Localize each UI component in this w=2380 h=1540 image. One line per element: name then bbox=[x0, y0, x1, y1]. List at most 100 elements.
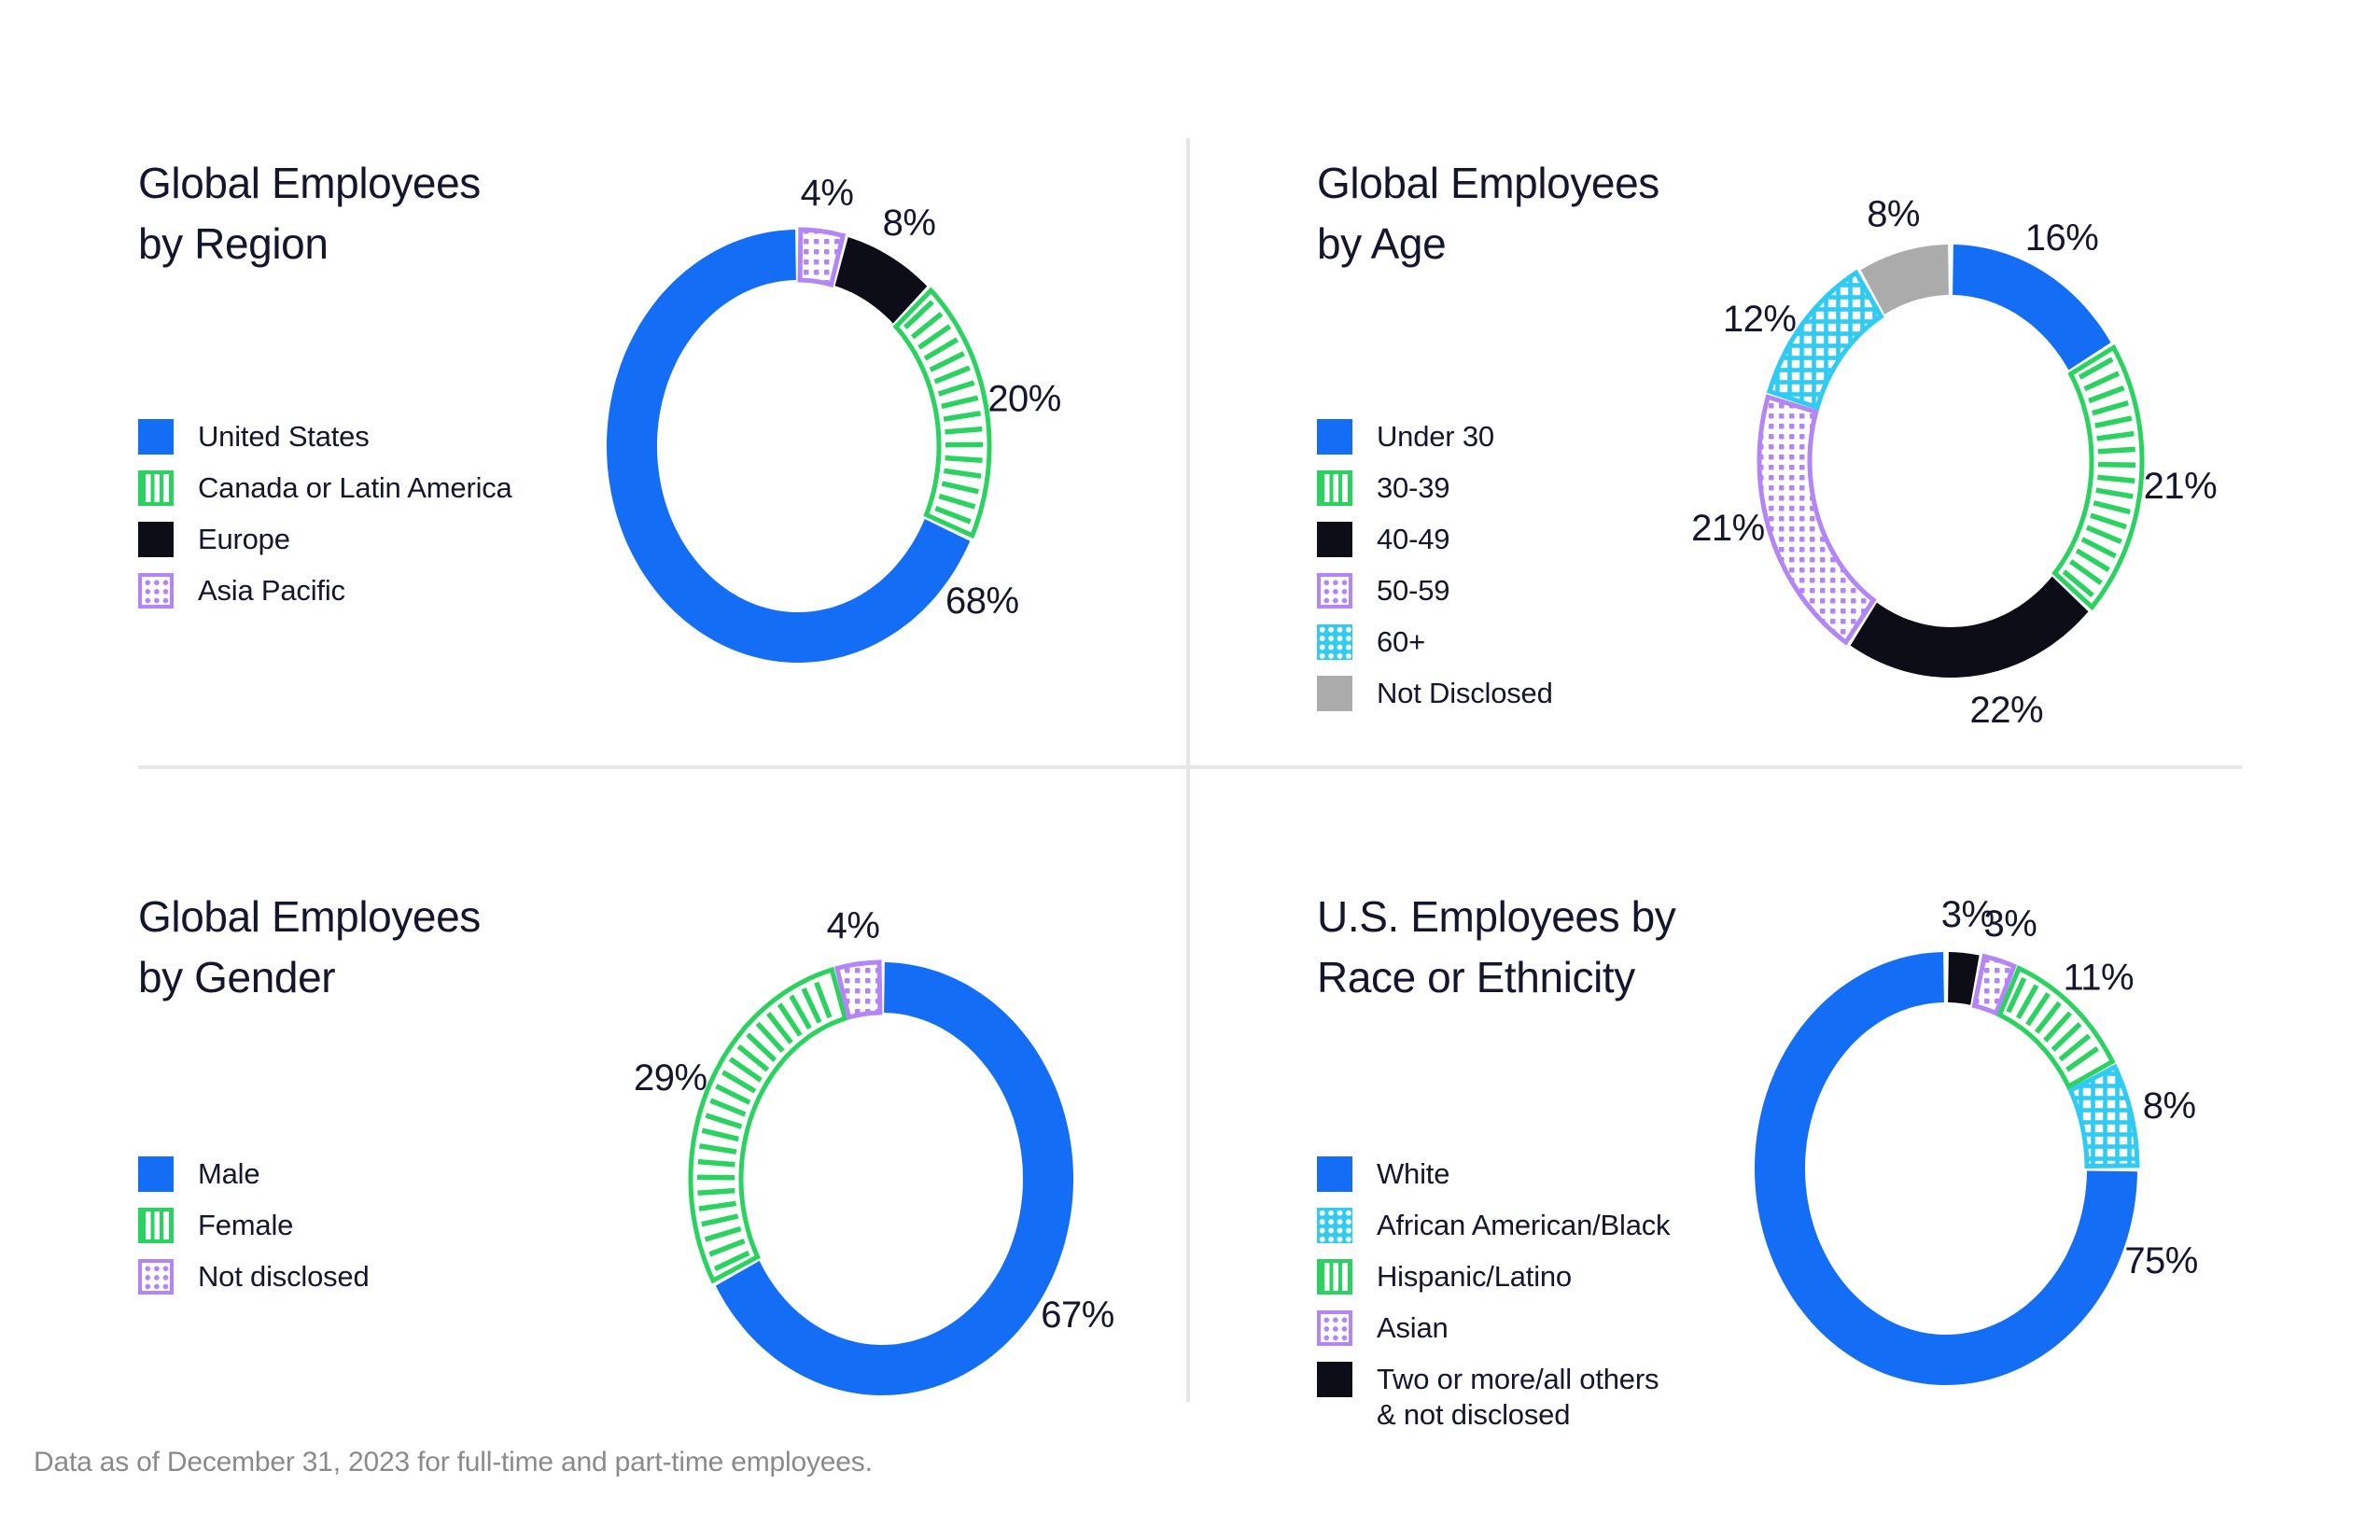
stripe-pattern-line bbox=[2090, 512, 2127, 530]
vertical-divider bbox=[1186, 138, 1190, 1402]
purple-dots-swatch-icon bbox=[138, 573, 174, 609]
stripe-pattern-line bbox=[777, 1002, 803, 1037]
purple-dots-swatch-icon bbox=[138, 1259, 174, 1295]
legend-item: White bbox=[1317, 1156, 1756, 1192]
percent-label: 11% bbox=[2064, 958, 2135, 999]
stripe-pattern-line bbox=[2093, 500, 2131, 515]
legend-label: Two or more/all others & not disclosed bbox=[1377, 1363, 1659, 1431]
stripe-pattern-line bbox=[2006, 976, 2027, 1014]
stripe-pattern-line bbox=[2058, 1033, 2092, 1062]
black-solid-swatch-icon bbox=[1317, 522, 1352, 557]
pattern-fill bbox=[2070, 1067, 2137, 1167]
stripe-pattern-line bbox=[2065, 1046, 2099, 1072]
pattern-fill bbox=[1759, 397, 1874, 643]
age-legend: Under 30 30-39 40-49 50-59 60+ Not Discl… bbox=[1317, 419, 1553, 727]
stripe-pattern-line bbox=[698, 1200, 736, 1211]
stripe-pattern-line bbox=[941, 395, 979, 410]
legend-label: Not disclosed bbox=[198, 1260, 370, 1293]
stripe-pattern-line bbox=[2097, 461, 2136, 469]
percent-label: 4% bbox=[801, 173, 854, 214]
stripe-pattern-line bbox=[910, 311, 944, 340]
stripe-pattern-line bbox=[2075, 548, 2110, 572]
legend-item: Canada or Latin America bbox=[138, 470, 512, 506]
percent-label: 68% bbox=[945, 581, 1019, 622]
title-line: by Gender bbox=[138, 953, 336, 1002]
age-chart-title: Global Employees by Age bbox=[1317, 153, 1659, 275]
stripe-pattern-line bbox=[697, 1187, 735, 1197]
green-stripes-swatch-icon bbox=[138, 1208, 174, 1243]
blue-solid-swatch-icon bbox=[138, 1156, 174, 1192]
title-line: by Region bbox=[138, 219, 329, 269]
legend-item: Asia Pacific bbox=[138, 573, 512, 609]
legend-item: Hispanic/Latino bbox=[1317, 1259, 1756, 1295]
cyan-check-swatch-icon bbox=[1317, 624, 1352, 660]
stripe-pattern-line bbox=[2078, 357, 2114, 380]
stripe-pattern-line bbox=[2025, 992, 2051, 1027]
title-line: Global Employees bbox=[138, 159, 481, 208]
black-solid-swatch-icon bbox=[138, 522, 174, 557]
stripe-pattern-line bbox=[2094, 415, 2133, 428]
percent-label: 21% bbox=[1691, 508, 1765, 549]
legend-item: Under 30 bbox=[1317, 419, 1553, 455]
donut-segment bbox=[1948, 952, 1980, 1005]
stripe-pattern-line bbox=[2097, 474, 2135, 483]
percent-label: 29% bbox=[634, 1057, 707, 1099]
stripe-pattern-line bbox=[705, 1113, 743, 1129]
stripe-pattern-line bbox=[713, 1250, 750, 1271]
stripe-pattern-line bbox=[715, 1084, 751, 1105]
legend-item: 40-49 bbox=[1317, 522, 1553, 557]
stripe-pattern-line bbox=[728, 1057, 763, 1083]
stripe-pattern-line bbox=[765, 1012, 793, 1044]
black-solid-swatch-icon bbox=[1317, 1362, 1352, 1397]
stripe-pattern-line bbox=[2083, 371, 2121, 392]
stripe-pattern-line bbox=[945, 426, 983, 435]
legend-label: 40-49 bbox=[1377, 523, 1450, 555]
legend-item: Asian bbox=[1317, 1310, 1756, 1346]
gender-legend: Male Female Not disclosed bbox=[138, 1156, 370, 1310]
percent-label: 8% bbox=[883, 203, 936, 244]
legend-item: 50-59 bbox=[1317, 573, 1553, 609]
percent-label: 3% bbox=[1983, 903, 2037, 945]
legend-item: Female bbox=[138, 1208, 370, 1243]
stripe-pattern-line bbox=[697, 1158, 735, 1168]
purple-dots-swatch-icon bbox=[1317, 1310, 1352, 1346]
donut-segment bbox=[1850, 576, 2089, 678]
pattern-fill bbox=[1769, 273, 1882, 408]
legend-label: 60+ bbox=[1377, 625, 1425, 658]
stripe-pattern-line bbox=[2080, 537, 2117, 559]
stripe-pattern-line bbox=[709, 1098, 747, 1117]
race-donut-chart: 3%3% 11% 8% 75% bbox=[1755, 894, 2198, 1385]
stripe-pattern-line bbox=[701, 1127, 739, 1142]
race-legend: White African American/Black Hispanic/La… bbox=[1317, 1156, 1756, 1449]
blue-solid-swatch-icon bbox=[1317, 419, 1352, 455]
legend-item: Not Disclosed bbox=[1317, 676, 1553, 711]
stripe-pattern-line bbox=[2043, 1011, 2073, 1043]
legend-item: Not disclosed bbox=[138, 1259, 370, 1295]
stripe-pattern-line bbox=[736, 1043, 770, 1072]
stripe-pattern-line bbox=[937, 380, 975, 397]
legend-item: Two or more/all others & not disclosed bbox=[1317, 1362, 1756, 1433]
stripe-pattern-line bbox=[701, 1213, 739, 1227]
stripe-pattern-line bbox=[755, 1021, 785, 1054]
stripe-pattern-line bbox=[2096, 430, 2135, 441]
purple-dots-swatch-icon bbox=[1317, 573, 1352, 609]
pattern-fill bbox=[836, 962, 880, 1017]
region-donut-chart: 4% 8% 20% 68% bbox=[607, 173, 1061, 663]
legend-label: 50-59 bbox=[1377, 574, 1450, 607]
gender-chart-title: Global Employees by Gender bbox=[138, 887, 481, 1009]
legend-label: Not Disclosed bbox=[1377, 677, 1553, 709]
stripe-pattern-line bbox=[2097, 446, 2135, 455]
stripe-pattern-line bbox=[801, 987, 822, 1024]
cyan-check-swatch-icon bbox=[1317, 1208, 1352, 1243]
stripe-pattern-line bbox=[923, 337, 959, 361]
legend-item: 60+ bbox=[1317, 624, 1553, 660]
stripe-pattern-line bbox=[814, 981, 833, 1019]
donut-segment bbox=[1860, 245, 1949, 315]
blue-solid-swatch-icon bbox=[138, 419, 174, 455]
legend-item: 30-39 bbox=[1317, 470, 1553, 506]
stripe-pattern-line bbox=[721, 1070, 757, 1094]
percent-label: 4% bbox=[827, 905, 880, 946]
legend-item: Europe bbox=[138, 522, 512, 557]
